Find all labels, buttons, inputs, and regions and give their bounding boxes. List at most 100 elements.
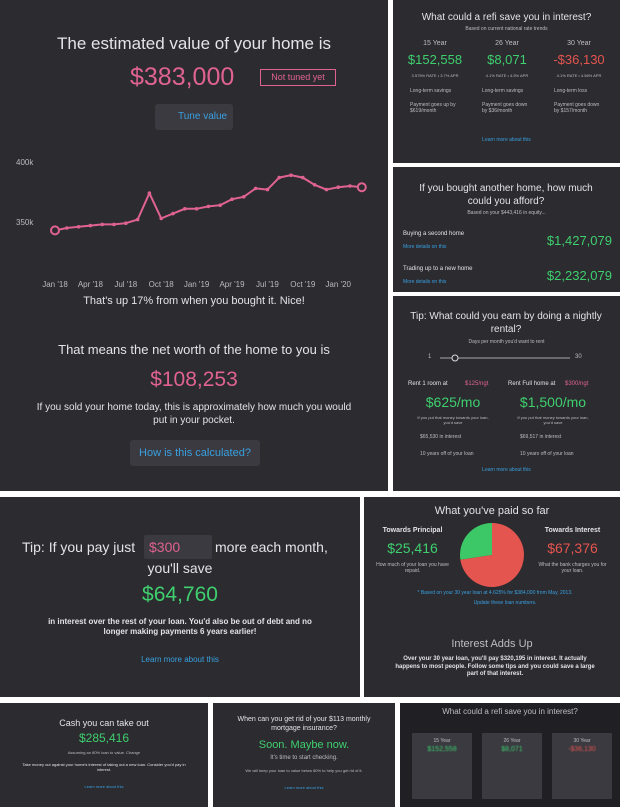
point xyxy=(265,187,270,192)
term: 26 Year xyxy=(503,738,521,744)
heading: more each month, xyxy=(215,539,328,555)
x-tick-label: Oct '19 xyxy=(290,280,316,289)
value: $8,071 xyxy=(487,52,527,67)
panel xyxy=(393,0,620,163)
label: Rent Full home at xyxy=(508,381,556,387)
value: $67,376 xyxy=(547,540,598,556)
item: $69,517 in interest xyxy=(520,434,562,440)
link[interactable]: Learn more about this xyxy=(284,785,324,790)
item: Payment goes down by $36/month xyxy=(482,102,528,115)
link[interactable]: Learn more about this xyxy=(482,137,531,143)
savings-value: $64,760 xyxy=(142,583,218,606)
value: $285,416 xyxy=(78,731,130,745)
point xyxy=(183,207,187,211)
caption: Take money out against your home's inter… xyxy=(22,762,186,772)
point xyxy=(194,207,199,211)
term: 15 Year xyxy=(433,738,451,744)
card xyxy=(412,733,472,799)
point xyxy=(289,173,293,177)
value: $152,558 xyxy=(427,746,457,753)
item: 10 years off of your loan xyxy=(420,451,474,457)
value: -$36,130 xyxy=(553,52,605,67)
point xyxy=(301,175,305,180)
x-tick-label: Jan '18 xyxy=(42,280,68,289)
button-label[interactable]: How is this calculated? xyxy=(139,447,251,459)
item: Long-term savings xyxy=(482,88,524,94)
pie-slice xyxy=(460,523,492,560)
card xyxy=(482,733,542,799)
point xyxy=(277,175,282,180)
point xyxy=(124,221,128,225)
heading: Cash you can take out xyxy=(59,718,149,728)
caption: If you put that money towards your loan,… xyxy=(417,415,489,425)
value: $152,558 xyxy=(407,52,463,67)
point xyxy=(50,225,60,236)
point xyxy=(171,211,175,216)
rate: 4.1% RATE • 4.56% APR xyxy=(556,73,602,78)
home-value: $383,000 xyxy=(130,63,235,91)
heading: Interest Adds Up xyxy=(451,638,533,650)
term: 30 Year xyxy=(567,40,591,47)
button-label[interactable]: Tune value xyxy=(178,111,228,122)
heading: What could a refi save you in interest? xyxy=(421,12,592,23)
subtitle: Based on your $443,416 in equity... xyxy=(467,210,546,216)
x-tick-label: Jan '20 xyxy=(325,280,351,289)
dropdown[interactable] xyxy=(144,535,212,559)
card xyxy=(552,733,612,799)
value: Soon. Maybe now. xyxy=(258,739,350,751)
caption: That's up 17% from when you bought it. N… xyxy=(83,295,305,307)
panel xyxy=(213,703,395,807)
point xyxy=(88,223,93,228)
point xyxy=(348,184,352,188)
pie-slice xyxy=(460,523,524,587)
item: $65,530 in interest xyxy=(420,434,462,440)
panel xyxy=(0,0,388,491)
slider-label: 30 xyxy=(575,354,582,360)
legend: Towards Interest xyxy=(544,527,601,534)
item: Long-term savings xyxy=(410,88,452,94)
heading: The estimated value of your home is xyxy=(56,34,332,53)
heading: What could a refi save you in interest? xyxy=(442,707,578,716)
button[interactable] xyxy=(130,440,260,466)
point xyxy=(147,191,152,195)
value: $625/mo xyxy=(425,394,481,410)
button[interactable] xyxy=(155,104,233,130)
caption: If you put that money towards your loan,… xyxy=(517,415,589,425)
item: Long-term loss xyxy=(554,88,588,94)
caption: What the bank charges you for your loan. xyxy=(538,562,607,575)
caption: in interest over the rest of your loan. … xyxy=(48,617,312,636)
point xyxy=(135,217,140,222)
link[interactable]: Learn more about this xyxy=(141,655,219,664)
caption: If you sold your home today, this is app… xyxy=(36,402,352,426)
point xyxy=(356,182,367,193)
x-tick-label: Jan '19 xyxy=(184,280,210,289)
value: $8,071 xyxy=(501,746,523,753)
point xyxy=(242,195,246,199)
link[interactable]: More details on this xyxy=(403,279,447,285)
point xyxy=(218,203,222,207)
term: 30 Year xyxy=(573,738,591,744)
x-tick-label: Oct '18 xyxy=(149,280,175,289)
link[interactable]: Learn more about this xyxy=(482,467,531,473)
rate: 4.1% RATE • 4.5% APR xyxy=(485,73,529,78)
rate-select[interactable]: $300/ngt xyxy=(565,381,589,387)
value: -$36,130 xyxy=(568,746,596,753)
heading: Tip: If you pay just xyxy=(22,539,136,555)
dropdown-value[interactable]: $300 xyxy=(149,539,181,555)
link[interactable]: More details on this xyxy=(403,244,447,250)
item: Payment goes down by $157/month xyxy=(554,102,600,115)
slider-label: 1 xyxy=(428,354,432,360)
x-tick-label: Apr '19 xyxy=(219,280,245,289)
heading: That means the net worth of the home to … xyxy=(58,342,330,357)
y-tick-label: 400k xyxy=(16,158,34,167)
label: Rent 1 room at xyxy=(408,381,448,387)
x-tick-label: Apr '18 xyxy=(78,280,104,289)
link[interactable]: Update these loan numbers. xyxy=(473,600,537,606)
heading: When can you get rid of your $113 monthl… xyxy=(237,716,371,732)
rate-select[interactable]: $125/ngt xyxy=(465,381,489,387)
value: $2,232,079 xyxy=(546,268,612,283)
item: Payment goes up by $619/month xyxy=(410,102,456,115)
subtitle: Assuming an 80% loan to value. Change xyxy=(67,750,141,755)
link[interactable]: Learn more about this xyxy=(84,784,124,789)
subtitle: It's time to start checking. xyxy=(270,755,338,761)
